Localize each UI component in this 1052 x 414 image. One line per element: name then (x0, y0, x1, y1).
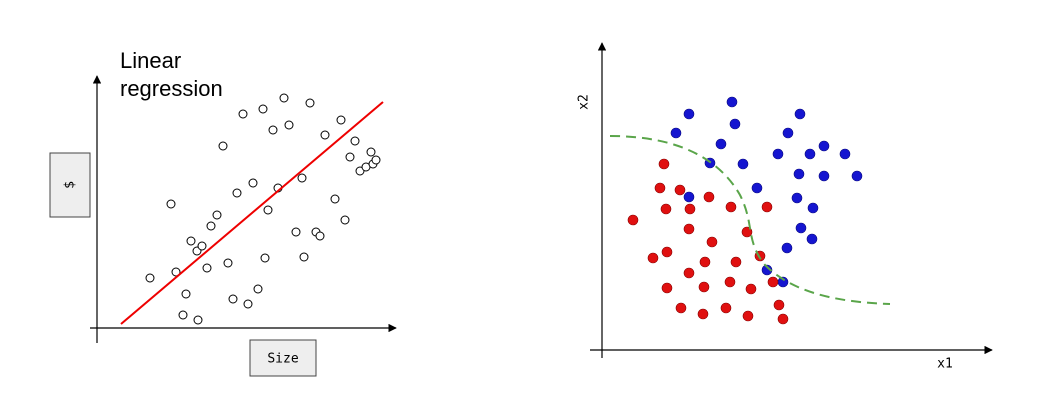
y-label: x2 (577, 94, 592, 110)
decision-boundary (609, 135, 891, 305)
regression-plot: Linear regression $ Size (49, 48, 397, 377)
class-blue (670, 96, 863, 288)
classification-plot: x2 x1 (577, 42, 993, 372)
y-label: $ (63, 181, 78, 189)
x-label: x1 (937, 357, 953, 372)
data-points (145, 93, 381, 325)
y-label-box (49, 152, 91, 218)
x-label-box (249, 339, 317, 377)
title-text: regression (120, 76, 223, 101)
x-label: Size (267, 352, 298, 367)
title-text: Linear (120, 48, 181, 73)
class-red (627, 158, 789, 325)
plot-title: Linear regression (120, 48, 223, 101)
regression-line (120, 101, 384, 325)
